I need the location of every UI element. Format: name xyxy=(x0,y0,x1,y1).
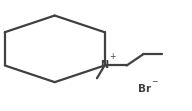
Text: −: − xyxy=(151,77,158,86)
Text: Br: Br xyxy=(138,84,151,94)
Text: +: + xyxy=(109,52,115,61)
Text: N: N xyxy=(101,60,109,70)
